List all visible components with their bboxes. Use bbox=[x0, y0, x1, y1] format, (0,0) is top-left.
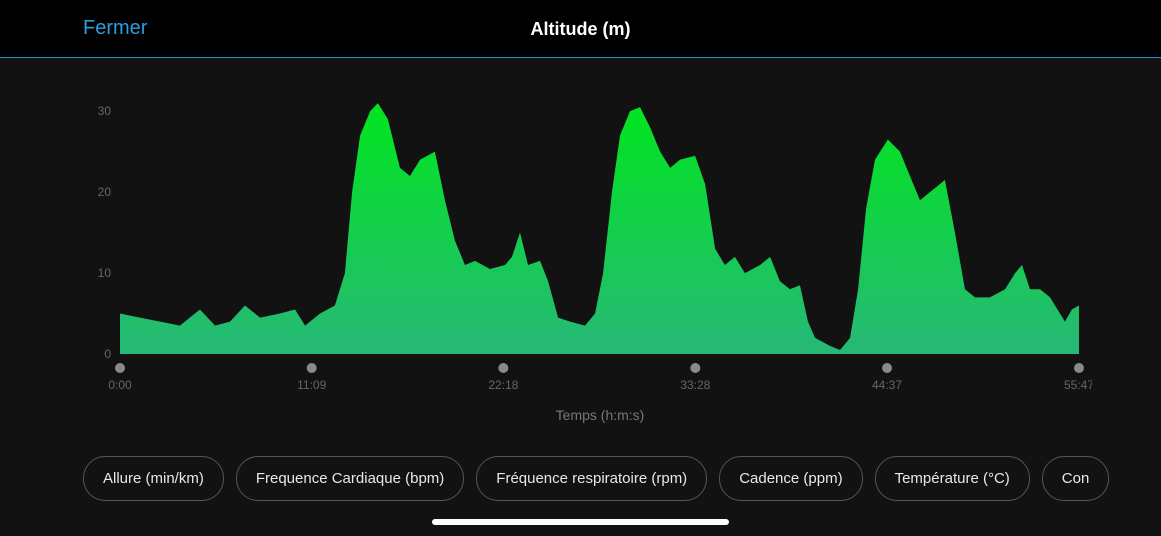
y-tick-label: 30 bbox=[98, 104, 112, 118]
x-tick-label: 44:37 bbox=[872, 378, 902, 392]
x-tick-label: 0:00 bbox=[108, 378, 132, 392]
close-button[interactable]: Fermer bbox=[83, 17, 148, 39]
x-tick-dot bbox=[882, 363, 893, 373]
x-axis: 0:00 11:09 22:18 33:28 44:37 55:47 bbox=[108, 363, 1094, 392]
metric-tab[interactable]: Fréquence respiratoire (rpm) bbox=[476, 456, 708, 501]
y-tick-label: 20 bbox=[98, 185, 112, 199]
y-tick-label: 10 bbox=[98, 266, 112, 280]
header-title: Altitude (m) bbox=[530, 19, 631, 39]
metric-tab[interactable]: Température (°C) bbox=[874, 456, 1030, 501]
x-tick-dot bbox=[306, 363, 317, 373]
metric-tab[interactable]: Cadence (ppm) bbox=[719, 456, 863, 501]
y-tick-label: 0 bbox=[104, 347, 111, 361]
x-tick-dot bbox=[1074, 363, 1084, 373]
x-axis-label: Temps (h:m:s) bbox=[556, 407, 645, 423]
x-tick-label: 33:28 bbox=[680, 378, 710, 392]
home-indicator bbox=[432, 519, 729, 525]
altitude-area bbox=[120, 103, 1079, 354]
metric-tab[interactable]: Frequence Cardiaque (bpm) bbox=[235, 456, 465, 501]
metric-tabs: Allure (min/km) Frequence Cardiaque (bpm)… bbox=[83, 456, 1161, 501]
header: Fermer Altitude (m) bbox=[0, 0, 1161, 58]
x-tick-label: 55:47 bbox=[1064, 378, 1094, 392]
x-tick-dot bbox=[498, 363, 509, 373]
metric-tab[interactable]: Allure (min/km) bbox=[83, 456, 224, 501]
x-tick-dot bbox=[690, 363, 701, 373]
chart: Temps (h:m:s) 0 10 20 30 0:00 11:09 22:18 33:28… bbox=[98, 103, 1094, 423]
x-tick-label: 22:18 bbox=[488, 378, 518, 392]
x-tick-dot bbox=[115, 363, 125, 373]
x-tick-label: 11:09 bbox=[297, 378, 326, 392]
metric-tab[interactable]: Con bbox=[1041, 456, 1110, 501]
